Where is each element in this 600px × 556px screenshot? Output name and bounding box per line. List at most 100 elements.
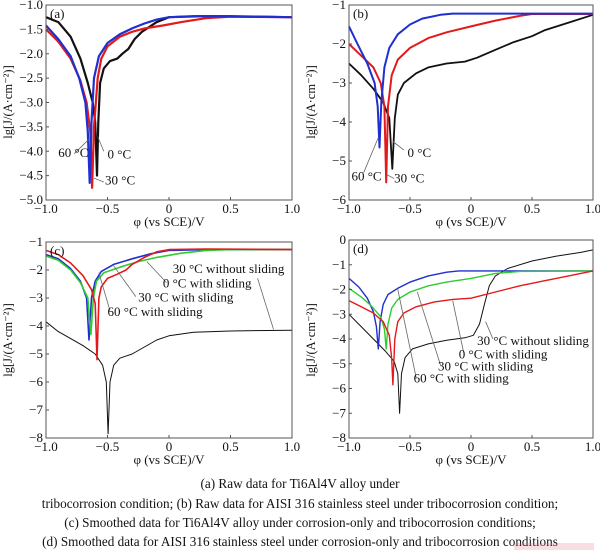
y-tick-label: −4.0 — [19, 143, 43, 158]
y-axis-label: lg[J/(A·cm⁻²)] — [304, 65, 318, 139]
series-line-60-c — [45, 15, 293, 184]
x-axis-label: φ (vs SCE)/V — [435, 214, 507, 229]
y-tick-label: −6 — [332, 192, 346, 207]
series-line-30-c-with-sliding — [348, 270, 594, 350]
annotation-leader-line — [485, 321, 494, 340]
annotation-leader-line — [452, 300, 465, 353]
annotation-leader-line — [97, 136, 105, 152]
y-tick-label: −4 — [332, 331, 346, 346]
y-tick-label: −7 — [29, 402, 43, 417]
annotation-leader-line — [146, 261, 167, 283]
y-tick-label: −4 — [29, 318, 43, 333]
y-tick-label: −1.5 — [19, 21, 43, 36]
x-tick-label: 0 — [166, 201, 173, 216]
annotation-leader-line — [98, 272, 111, 311]
y-tick-label: −3 — [29, 290, 43, 305]
y-tick-label: −8 — [29, 430, 43, 445]
x-tick-label: −0.5 — [398, 201, 422, 216]
series-line-30-c — [45, 15, 293, 189]
annotation-label: 30 °C without sliding — [173, 261, 285, 276]
y-tick-label: −2 — [332, 36, 346, 51]
y-tick-label: −2 — [332, 282, 346, 297]
x-tick-label: 0.5 — [524, 439, 540, 454]
y-tick-label: −2.5 — [19, 70, 43, 85]
x-axis-label: φ (vs SCE)/V — [133, 452, 205, 467]
panel-b: −1.0 −0.5 0 0.5 1.0 −1 −2 −3 −4 −5 −6 (b) φ (vs SCE)… — [304, 0, 600, 229]
plot-frame — [45, 4, 293, 201]
y-tick-label: −7 — [332, 405, 346, 420]
watermark — [514, 543, 594, 550]
x-tick-label: −0.5 — [398, 439, 422, 454]
x-tick-label: 0 — [468, 439, 475, 454]
y-tick-label: −5.0 — [19, 192, 43, 207]
series-line-0-c-with-sliding — [45, 248, 292, 341]
annotation-label: 0 °C — [108, 147, 132, 162]
x-tick-label: −1.0 — [34, 439, 58, 454]
series-line-60-c-with-sliding — [348, 270, 594, 386]
panel-label: (d) — [353, 241, 368, 256]
y-tick-label: −4.5 — [19, 168, 43, 183]
annotation-label: 60 °C with sliding — [108, 304, 204, 319]
x-tick-label: −0.5 — [96, 439, 120, 454]
annotation-label: 60 °C — [58, 145, 88, 160]
x-tick-label: −1.0 — [337, 201, 361, 216]
x-tick-label: 0 — [166, 439, 173, 454]
y-tick-label: 0 — [340, 232, 347, 247]
y-tick-label: −3.0 — [19, 95, 43, 110]
annotation-label: 60 °C with sliding — [414, 370, 510, 385]
panel-label: (b) — [353, 6, 368, 21]
y-axis-label: lg[J/(A·cm⁻²)] — [304, 303, 318, 377]
annotation-label: 30 °C with sliding — [138, 289, 234, 304]
annotation-label: 30 °C — [105, 172, 135, 187]
x-tick-label: 0.5 — [222, 439, 238, 454]
annotation-label: 0 °C with sliding — [163, 275, 252, 290]
y-tick-label: −3.5 — [19, 119, 43, 134]
y-tick-label: −4 — [332, 114, 346, 129]
x-tick-label: 1.0 — [284, 439, 300, 454]
y-tick-label: −1 — [332, 0, 346, 12]
annotation-leader-line — [386, 174, 395, 179]
caption-line-1: (a) Raw data for Ti6Al4V alloy under — [200, 476, 400, 491]
y-tick-label: −2.0 — [19, 46, 43, 61]
series-line-0-c — [45, 15, 293, 177]
y-axis-label: lg[J/(A·cm⁻²)] — [1, 303, 15, 377]
y-tick-label: −3 — [332, 75, 346, 90]
x-tick-label: −0.5 — [96, 201, 120, 216]
annotation-label: 0 °C — [408, 145, 432, 160]
x-tick-label: −1.0 — [34, 201, 58, 216]
series-line-30-c-without-sliding — [348, 249, 594, 414]
annotation-leader-line — [397, 289, 417, 378]
annotation-label: 60 °C — [351, 169, 381, 184]
y-tick-label: −2 — [29, 262, 43, 277]
y-tick-label: −1.0 — [19, 0, 43, 12]
annotation-leader-line — [257, 278, 274, 330]
y-tick-label: −3 — [332, 306, 346, 321]
caption-line-3: (c) Smoothed data for Ti6Al4V alloy unde… — [64, 515, 536, 530]
panel-label: (a) — [50, 6, 64, 21]
annotation-label: 30 °C without sliding — [477, 333, 589, 348]
panel-c: −1.0 −0.5 0 0.5 1.0 −1 −2 −3 −4 −5 −6 −7 −8 (c) φ (vs … — [1, 234, 300, 467]
y-tick-label: −6 — [332, 381, 346, 396]
x-tick-label: 0 — [468, 201, 475, 216]
caption-line-4: (d) Smoothed data for AISI 316 stainless… — [42, 534, 558, 549]
annotation-leader-line — [74, 138, 90, 154]
caption-line-2: tribocorrosion condition; (b) Raw data f… — [41, 496, 559, 511]
y-tick-label: −8 — [332, 430, 346, 445]
y-tick-label: −5 — [332, 153, 346, 168]
y-tick-label: −1 — [29, 234, 43, 249]
y-tick-label: −5 — [332, 356, 346, 371]
annotation-label: 0 °C with sliding — [459, 346, 548, 361]
panel-d: −1.0 −0.5 0 0.5 1.0 0 −1 −2 −3 −4 −5 −6 −7 −8 (d) φ (vs… — [304, 232, 600, 467]
annotation-leader-line — [93, 177, 104, 183]
annotation-label: 30 °C — [394, 170, 424, 185]
series-line-60-c — [348, 12, 593, 149]
y-axis-label: lg[J/(A·cm⁻²)] — [1, 65, 15, 139]
y-tick-label: −5 — [29, 346, 43, 361]
y-tick-label: −6 — [29, 374, 43, 389]
series-line-0-c-with-sliding — [348, 270, 593, 350]
annotation-leader-line — [416, 291, 441, 366]
series-line-30-c-without-sliding — [45, 321, 293, 435]
panel-label: (c) — [50, 243, 64, 258]
annotation-leader-line — [363, 137, 379, 173]
panel-a: −1.0 −0.5 0 0.5 1.0 −1.0 −1.5 −2.0 −2.5 −3.0 −3.5 −… — [1, 0, 300, 229]
